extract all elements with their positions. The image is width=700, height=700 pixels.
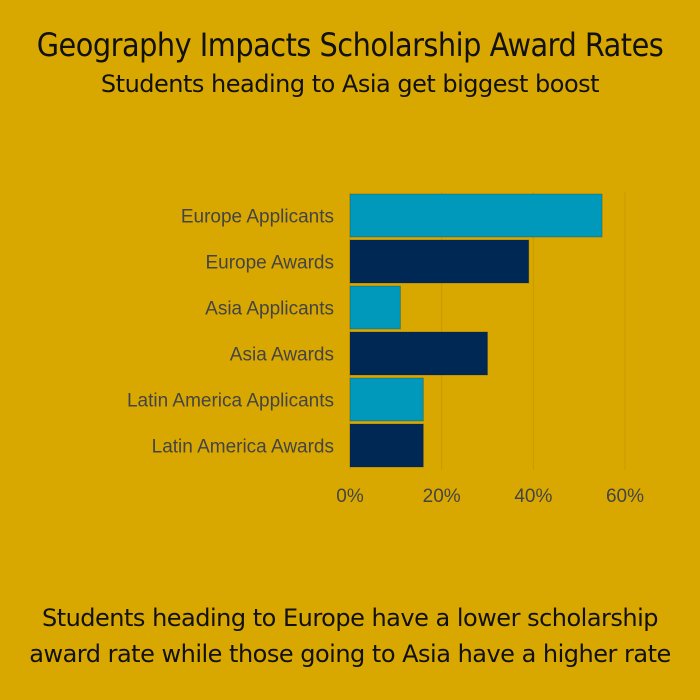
x-tick-labels: 0% 20% 40% 60% bbox=[336, 486, 644, 507]
category-label: Europe Awards bbox=[205, 253, 334, 274]
grid-lines bbox=[349, 192, 626, 470]
category-label: Latin America Applicants bbox=[127, 391, 334, 412]
bar-latin-america-applicants bbox=[349, 377, 424, 422]
x-tick-label: 40% bbox=[514, 486, 552, 507]
category-label: Asia Applicants bbox=[205, 299, 334, 320]
bar-latin-america-awards bbox=[349, 423, 424, 468]
x-tick-label: 60% bbox=[606, 486, 644, 507]
bar-europe-applicants bbox=[349, 193, 603, 238]
category-labels: Europe Applicants Europe Awards Asia Appli… bbox=[127, 207, 334, 458]
category-label: Asia Awards bbox=[230, 345, 334, 366]
footer-note: Students heading to Europe have a lower … bbox=[29, 604, 671, 668]
chart-subtitle: Students heading to Asia get biggest boo… bbox=[100, 70, 600, 98]
category-label: Europe Applicants bbox=[181, 207, 334, 228]
bar-europe-awards bbox=[349, 239, 530, 284]
x-tick-label: 0% bbox=[336, 486, 364, 507]
bar-asia-awards bbox=[349, 331, 488, 376]
x-tick-label: 20% bbox=[423, 486, 461, 507]
category-label: Latin America Awards bbox=[152, 437, 334, 458]
bar-asia-applicants bbox=[349, 285, 401, 330]
bars bbox=[349, 193, 603, 468]
chart-title: Geography Impacts Scholarship Award Rate… bbox=[36, 26, 664, 64]
